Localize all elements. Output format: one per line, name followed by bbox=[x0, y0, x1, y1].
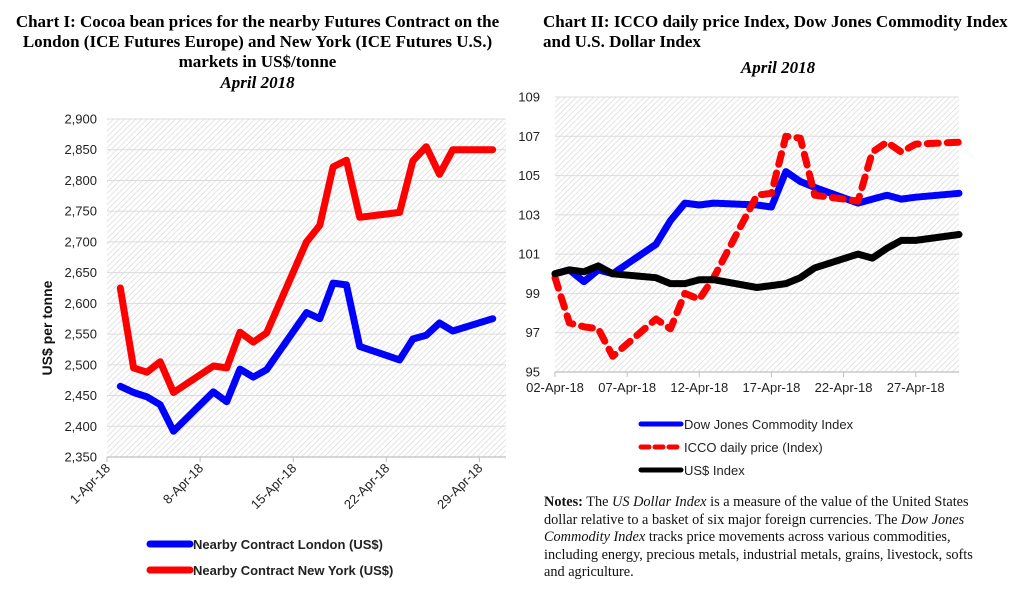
legend-label-0: Dow Jones Commodity Index bbox=[684, 417, 854, 432]
y-tick-label: 97 bbox=[526, 325, 540, 340]
chart1-title: Chart I: Cocoa bean prices for the nearb… bbox=[15, 12, 500, 71]
chart1: 2,350 2,400 2,450 2,500 2,550 2,600 2,650 2,700… bbox=[39, 112, 506, 578]
x-tick-label: 12-Apr-18 bbox=[670, 380, 728, 395]
notes-segment: tracks price movements across various co… bbox=[544, 529, 973, 580]
plot-area bbox=[555, 97, 959, 372]
y-tick-label: 2,700 bbox=[64, 234, 97, 249]
y-tick-label: 2,600 bbox=[64, 296, 97, 311]
y-tick-label: 2,800 bbox=[64, 173, 97, 188]
series-line-0 bbox=[116, 279, 497, 435]
y-tick-label: 99 bbox=[526, 286, 540, 301]
x-tick-label: 02-Apr-18 bbox=[526, 380, 584, 395]
notes-segment: is a measure of the value of the United … bbox=[544, 494, 969, 528]
chart2-title: Chart II: ICCO daily price Index, Dow Jo… bbox=[543, 12, 1008, 51]
chart2-notes: Notes: The US Dollar Index is a measure … bbox=[544, 494, 984, 582]
chart1-subtitle: April 2018 bbox=[220, 73, 295, 92]
y-tick-label: 95 bbox=[526, 365, 540, 380]
y-tick-label: 2,750 bbox=[64, 204, 97, 219]
chart2-subtitle: April 2018 bbox=[740, 58, 816, 77]
x-tick-label: 07-Apr-18 bbox=[598, 380, 656, 395]
y-tick-label: 109 bbox=[518, 90, 540, 105]
y-tick-label: 2,900 bbox=[64, 112, 97, 127]
x-tick-label: 17-Apr-18 bbox=[743, 380, 801, 395]
y-tick-label: 107 bbox=[518, 129, 540, 144]
y-tick-label: 105 bbox=[518, 168, 540, 183]
notes-label: Notes: bbox=[544, 494, 583, 510]
y-axis-label: US$ per tonne bbox=[39, 280, 55, 375]
x-tick-label: 27-Apr-18 bbox=[887, 380, 945, 395]
series-line-1 bbox=[116, 143, 497, 396]
legend-label-1: ICCO daily price (Index) bbox=[684, 440, 823, 455]
y-tick-label: 2,400 bbox=[64, 419, 97, 434]
legend-label-2: US$ Index bbox=[684, 463, 745, 478]
notes-segment: The bbox=[582, 494, 613, 510]
notes-body: The US Dollar Index is a measure of the … bbox=[544, 494, 973, 580]
notes-segment: US Dollar Index bbox=[612, 494, 707, 510]
legend-label-0: Nearby Contract London (US$) bbox=[193, 537, 383, 552]
y-tick-label: 2,500 bbox=[64, 357, 97, 372]
y-tick-label: 2,350 bbox=[64, 450, 97, 465]
y-tick-label: 2,650 bbox=[64, 265, 97, 280]
y-tick-label: 2,450 bbox=[64, 388, 97, 403]
series-line-2 bbox=[551, 231, 963, 291]
y-tick-label: 2,550 bbox=[64, 327, 97, 342]
y-tick-label: 101 bbox=[518, 247, 540, 262]
legend-label-1: Nearby Contract New York (US$) bbox=[193, 563, 393, 578]
series-line-1 bbox=[551, 132, 963, 360]
y-tick-label: 2,850 bbox=[64, 142, 97, 157]
x-tick-label: 22-Apr-18 bbox=[815, 380, 873, 395]
notes-segment: Dow Jones Commodity Index bbox=[544, 511, 965, 546]
y-tick-label: 103 bbox=[518, 207, 540, 222]
